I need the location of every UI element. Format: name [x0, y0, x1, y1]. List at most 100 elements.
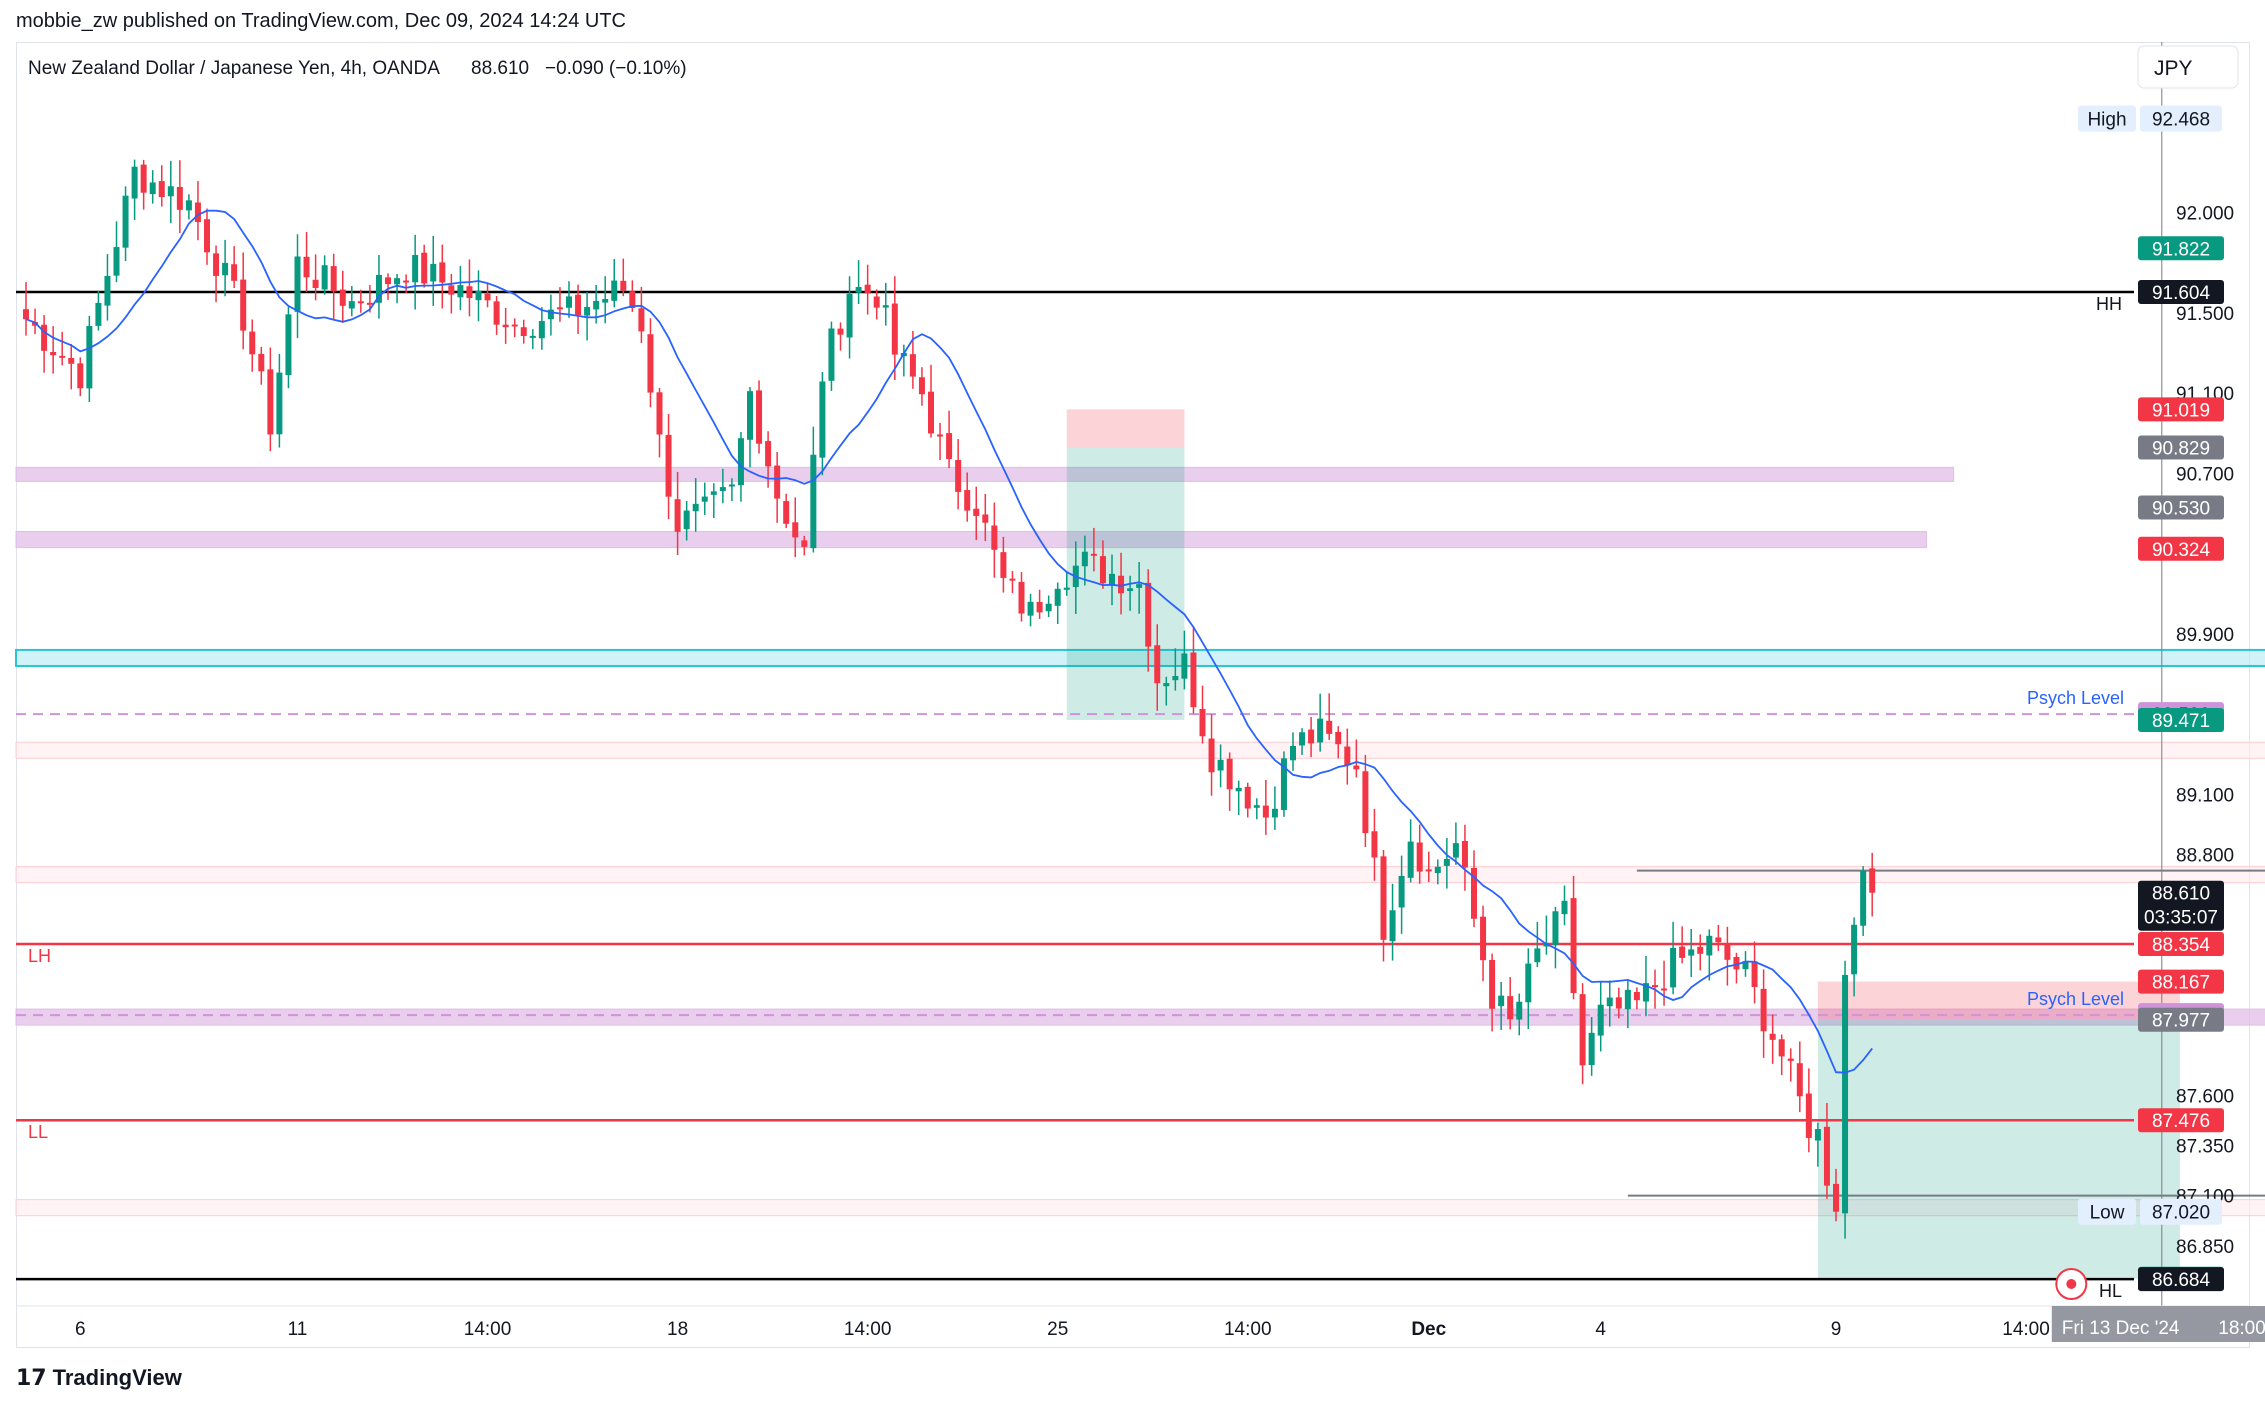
candle-body — [1262, 805, 1269, 818]
candle-body — [348, 301, 355, 309]
candle-body — [1534, 948, 1541, 963]
candle-body — [1208, 738, 1215, 773]
price-label-box — [2138, 707, 2224, 732]
zone-pink-3 — [15, 741, 2265, 759]
candle-body — [656, 392, 663, 435]
candle-body — [1326, 720, 1333, 734]
candle-body — [1742, 961, 1749, 970]
candle-body — [1145, 582, 1152, 647]
moving-average-line — [25, 209, 1873, 1074]
candle-body — [937, 434, 944, 437]
zone-magenta-0 — [15, 466, 1955, 482]
candle-body — [41, 324, 48, 351]
candle-body — [1099, 556, 1106, 584]
candle-body — [86, 325, 93, 389]
price-label-box — [2138, 279, 2224, 304]
price-label-value: 89.471 — [2152, 711, 2210, 732]
candle-body — [547, 309, 554, 320]
candle-body — [1063, 587, 1070, 590]
price-tick-label: 91.500 — [2176, 304, 2234, 325]
candle-body — [692, 503, 699, 512]
candle-body — [629, 291, 636, 309]
candle-body — [792, 522, 799, 538]
price-label-value: 87.476 — [2152, 1111, 2210, 1132]
position-target-zone — [1817, 1019, 2180, 1279]
candle-body — [1136, 584, 1143, 588]
candle-body — [258, 353, 265, 372]
candle-body — [991, 525, 998, 550]
candle-body — [1833, 1183, 1839, 1212]
candle-body — [1724, 943, 1731, 960]
candle-body — [1362, 771, 1369, 834]
candle-body — [683, 510, 690, 530]
price-label-box — [2138, 495, 2224, 520]
highlighted-time-box — [2051, 1306, 2265, 1342]
candles-layer — [23, 159, 1876, 1239]
candle-body — [511, 324, 518, 327]
candle-body — [819, 381, 826, 458]
candle-body — [131, 166, 138, 199]
candle-body — [882, 305, 889, 308]
candle-body — [366, 302, 373, 305]
candle-body — [891, 303, 898, 355]
candle-body — [1733, 957, 1740, 970]
candle-body — [204, 219, 210, 253]
level-label: Psych Level — [2027, 989, 2124, 1009]
axis-layer: 92.00091.50091.10090.70089.90089.10088.8… — [16, 204, 2265, 1342]
candle-body — [1217, 759, 1224, 771]
level-label: HL — [2099, 1281, 2122, 1301]
candle-body — [1760, 988, 1767, 1032]
candle-body — [23, 309, 29, 320]
candle-body — [701, 496, 708, 502]
zone-pink-6 — [15, 1199, 2265, 1217]
zone-pink-4 — [15, 866, 2265, 884]
candle-body — [59, 355, 66, 358]
level-label: LL — [28, 1122, 48, 1142]
candle-body — [1452, 843, 1459, 858]
footer-brand[interactable]: 𝟭𝟳 TradingView — [16, 1365, 182, 1391]
candle-body — [1525, 963, 1532, 1003]
price-tag-value: 92.468 — [2152, 110, 2210, 131]
candle-body — [1706, 935, 1713, 956]
candle-body — [538, 321, 545, 339]
candle-body — [1778, 1039, 1785, 1057]
price-tick-label: 89.100 — [2176, 785, 2234, 806]
candle-body — [122, 195, 129, 248]
time-tick-label: Dec — [1411, 1319, 1446, 1340]
candle-body — [1425, 869, 1432, 872]
price-label-box — [2138, 880, 2224, 931]
candle-body — [1344, 746, 1351, 766]
candle-body — [249, 331, 256, 355]
candle-body — [1154, 645, 1161, 684]
candle-body — [32, 322, 39, 326]
candle-body — [1308, 729, 1315, 744]
candle-body — [330, 266, 337, 292]
time-tick-label: 4 — [1595, 1319, 1606, 1340]
countdown-timer: 03:35:07 — [2144, 908, 2218, 929]
candle-body — [756, 390, 763, 444]
candle-body — [1751, 961, 1758, 988]
candle-body — [1597, 1004, 1604, 1036]
level-label: HH — [2096, 294, 2122, 314]
candle-body — [1697, 946, 1704, 954]
candle-body — [1271, 808, 1278, 818]
time-tick-label: 11 — [288, 1319, 308, 1340]
time-tick-label: 14:00 — [1224, 1319, 1272, 1340]
candle-body — [1407, 841, 1414, 878]
price-tag-value-box — [2140, 1198, 2222, 1225]
candle-body — [955, 459, 962, 492]
price-tag-label-box — [2078, 105, 2136, 132]
candle-body — [1507, 996, 1514, 1020]
price-tick-label: 90.700 — [2176, 464, 2234, 485]
currency-button[interactable]: JPY — [2137, 45, 2239, 89]
candle-body — [276, 372, 283, 435]
candle-body — [1009, 578, 1016, 581]
candle-body — [1280, 758, 1287, 811]
candle-body — [1516, 1001, 1523, 1020]
candle-body — [1624, 989, 1631, 1010]
candle-body — [1199, 708, 1206, 737]
chart-frame[interactable] — [16, 42, 2250, 1348]
candle-body — [502, 324, 509, 328]
candle-body — [1606, 997, 1613, 1007]
